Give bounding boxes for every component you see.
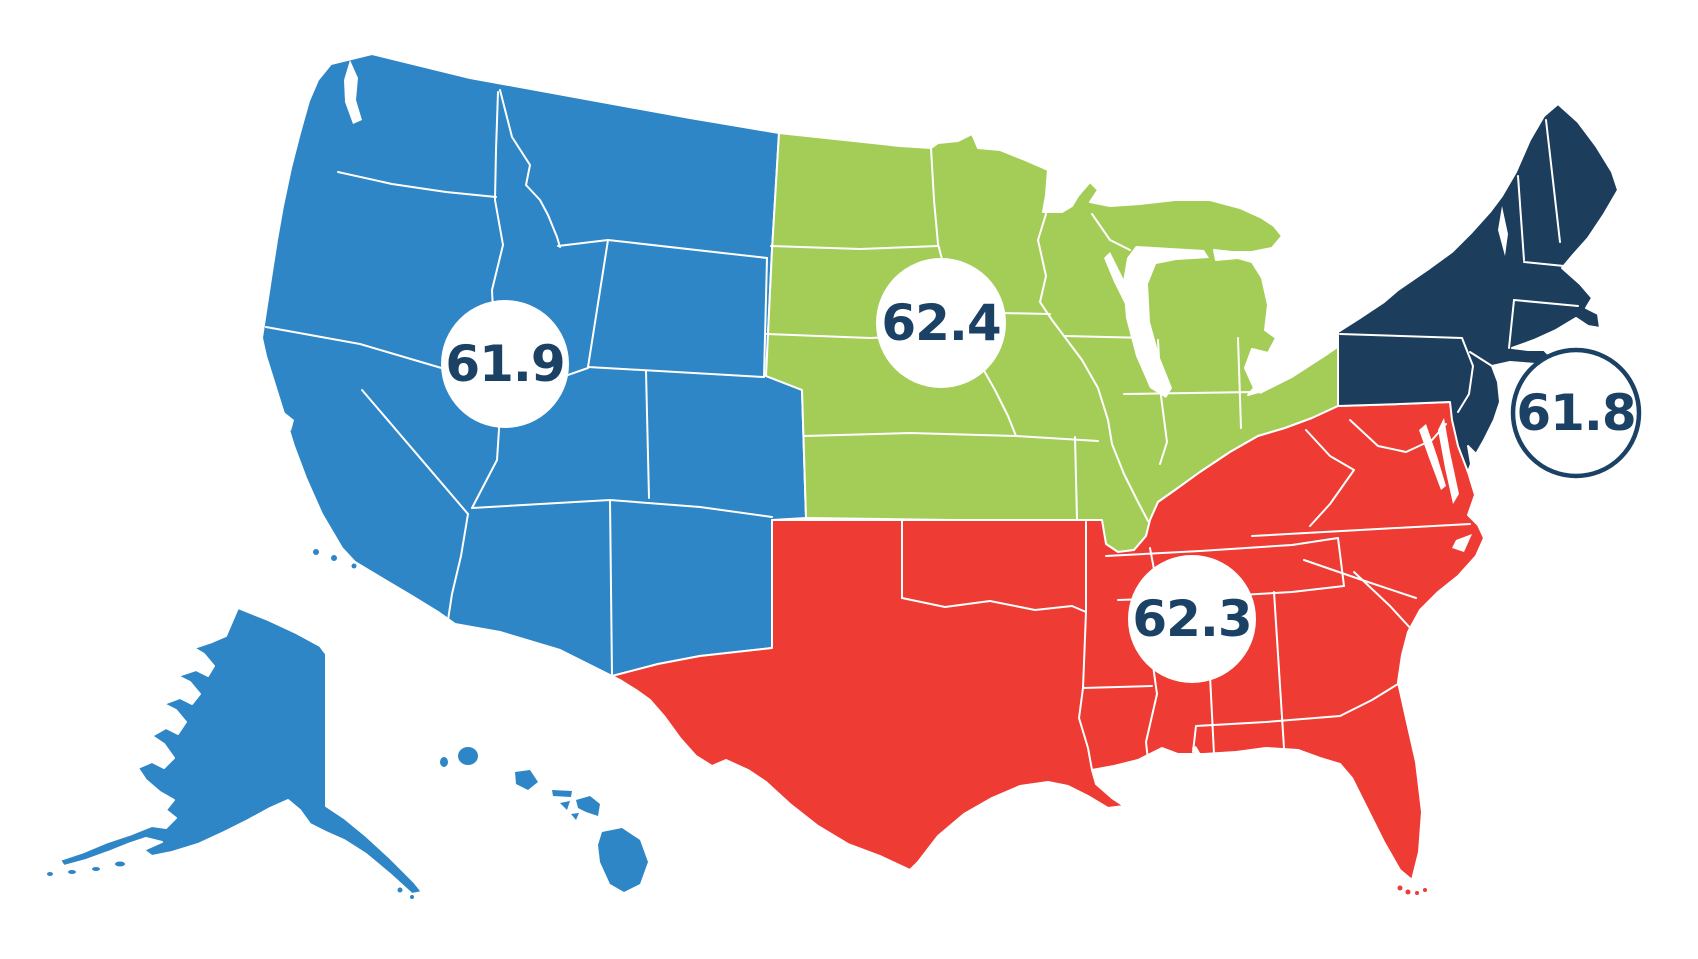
badge-midwest: 62.4 bbox=[876, 258, 1006, 388]
florida-keys bbox=[1397, 885, 1427, 895]
hawaii-islands bbox=[440, 747, 648, 892]
lake-ontario bbox=[1352, 258, 1438, 292]
alaska-shape bbox=[59, 607, 423, 895]
badge-northeast-value: 61.8 bbox=[1516, 384, 1635, 442]
northeast-state-borders bbox=[1339, 119, 1585, 413]
alaska-islands bbox=[47, 861, 414, 899]
badge-south-circle bbox=[1128, 555, 1256, 683]
region-south bbox=[611, 401, 1485, 895]
badge-northeast: 61.8 bbox=[1510, 347, 1642, 479]
mobile-bay bbox=[1192, 746, 1203, 760]
chesapeake-bay bbox=[1438, 418, 1459, 504]
region-west bbox=[47, 53, 807, 899]
badge-west: 61.9 bbox=[441, 300, 569, 428]
badge-midwest-value: 62.4 bbox=[881, 294, 1000, 352]
region-northeast bbox=[1337, 103, 1619, 473]
sf-bay bbox=[282, 412, 294, 431]
puget-sound bbox=[344, 60, 362, 124]
badge-northeast-circle bbox=[1510, 347, 1642, 479]
lake-michigan bbox=[1123, 246, 1209, 398]
channel-islands bbox=[313, 549, 357, 569]
badge-midwest-circle bbox=[876, 258, 1006, 388]
green-bay bbox=[1104, 252, 1134, 306]
badge-south-value: 62.3 bbox=[1132, 590, 1251, 648]
badge-west-value: 61.9 bbox=[445, 335, 564, 393]
badge-west-circle bbox=[441, 300, 569, 428]
pamlico-sound bbox=[1452, 534, 1472, 552]
badge-south: 62.3 bbox=[1128, 555, 1256, 683]
south-shape bbox=[611, 401, 1485, 881]
potomac-river bbox=[1419, 424, 1446, 490]
lake-champlain bbox=[1498, 206, 1508, 256]
northeast-shape bbox=[1337, 103, 1619, 473]
